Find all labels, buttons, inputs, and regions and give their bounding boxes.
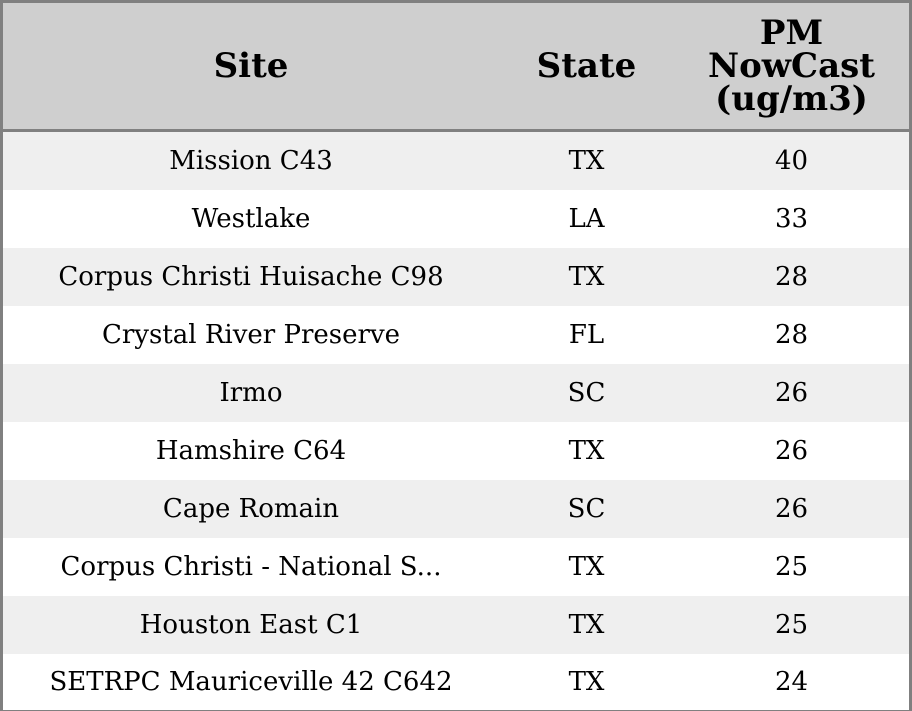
cell-pm: 26 (774, 436, 809, 466)
cell-state: FL (568, 320, 605, 350)
table-body: Mission C43 TX 40 Westlake LA 33 Corpus … (3, 132, 909, 710)
cell-pm: 28 (774, 320, 809, 350)
cell-pm: 33 (774, 204, 809, 234)
header-state: State (499, 3, 674, 129)
cell-state: TX (568, 436, 605, 466)
table-row: Mission C43 TX 40 (3, 132, 909, 190)
cell-state: SC (567, 378, 606, 408)
cell-site: Corpus Christi Huisache C98 (58, 262, 444, 292)
table-row: Corpus Christi Huisache C98 TX 28 (3, 248, 909, 306)
cell-site: SETRPC Mauriceville 42 C642 (49, 667, 453, 697)
table-row: Crystal River Preserve FL 28 (3, 306, 909, 364)
header-site-line: Site (213, 45, 289, 86)
cell-state: SC (567, 494, 606, 524)
cell-pm: 26 (774, 494, 809, 524)
cell-site: Houston East C1 (139, 610, 363, 640)
table-row: Corpus Christi - National S... TX 25 (3, 538, 909, 596)
cell-state: LA (568, 204, 605, 234)
header-pm-nowcast: PM NowCast (ug/m3) (674, 3, 909, 129)
cell-site: Crystal River Preserve (101, 320, 401, 350)
header-state-line: State (536, 45, 637, 86)
cell-site: Cape Romain (162, 494, 340, 524)
table-row: SETRPC Mauriceville 42 C642 TX 24 (3, 654, 909, 710)
cell-site: Irmo (219, 378, 283, 408)
cell-state: TX (568, 552, 605, 582)
cell-state: TX (568, 667, 605, 697)
table-row: Hamshire C64 TX 26 (3, 422, 909, 480)
table-row: Cape Romain SC 26 (3, 480, 909, 538)
cell-pm: 40 (774, 146, 809, 176)
header-pm-line-2: NowCast (708, 45, 875, 86)
cell-pm: 26 (774, 378, 809, 408)
table-row: Irmo SC 26 (3, 364, 909, 422)
header-pm-line-3: (ug/m3) (715, 78, 868, 119)
table-row: Houston East C1 TX 25 (3, 596, 909, 654)
table-row: Westlake LA 33 (3, 190, 909, 248)
header-site: Site (3, 3, 499, 129)
header-pm-line-1: PM (759, 12, 824, 53)
cell-site: Mission C43 (169, 146, 333, 176)
cell-pm: 24 (774, 667, 809, 697)
cell-pm: 25 (774, 552, 809, 582)
cell-pm: 25 (774, 610, 809, 640)
cell-state: TX (568, 610, 605, 640)
table-header-row: Site State PM NowCast (ug/m3) (3, 3, 909, 132)
cell-state: TX (568, 146, 605, 176)
cell-pm: 28 (774, 262, 809, 292)
cell-state: TX (568, 262, 605, 292)
cell-site: Westlake (191, 204, 311, 234)
cell-site: Hamshire C64 (155, 436, 347, 466)
cell-site: Corpus Christi - National S... (60, 552, 442, 582)
